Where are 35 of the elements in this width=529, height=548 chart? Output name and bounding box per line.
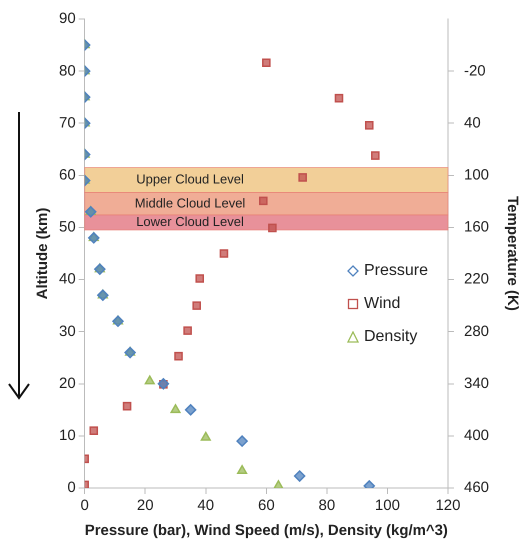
x-tick-label: 20 <box>136 497 154 514</box>
x-tick-label: 0 <box>80 497 89 514</box>
band-label: Lower Cloud Level <box>136 214 244 230</box>
legend-label: Wind <box>364 294 400 312</box>
x-tick-label: 100 <box>374 497 400 514</box>
x-tick-label: 40 <box>197 497 214 514</box>
y-tick-label: 80 <box>58 62 76 80</box>
y2-tick-label: 340 <box>464 374 490 392</box>
y2-tick-label: -20 <box>464 62 486 80</box>
y2-tick-label: 100 <box>464 166 490 184</box>
y-tick-label: 30 <box>58 322 76 340</box>
y2-tick-label: 160 <box>464 218 490 236</box>
y-tick-label: 20 <box>58 374 76 392</box>
y-tick-label: 50 <box>58 218 76 236</box>
y2-axis-title: Temperature (K) <box>504 196 521 311</box>
y2-tick-label: 400 <box>464 427 490 444</box>
x-tick-label: 80 <box>318 497 336 514</box>
y2-tick-label: 220 <box>464 270 490 288</box>
y-tick-label: 70 <box>58 114 76 132</box>
y-tick-label: 60 <box>58 166 76 184</box>
x-tick-label: 120 <box>435 497 460 514</box>
y-tick-label: 0 <box>67 479 76 496</box>
y-axis-title: Altitude (km) <box>34 208 52 300</box>
y2-tick-label: 40 <box>464 114 481 132</box>
y2-tick-label: 280 <box>464 322 490 340</box>
band-label: Middle Cloud Level <box>134 195 246 210</box>
y-tick-label: 10 <box>58 427 76 444</box>
y2-tick-label: 460 <box>464 479 490 496</box>
y-tick-label: 90 <box>58 10 76 28</box>
x-axis-title: Pressure (bar), Wind Speed (m/s), Density (kg/m^3) <box>84 522 448 540</box>
y-tick-label: 40 <box>58 270 76 288</box>
legend-label: Pressure <box>364 262 428 280</box>
band-label: Upper Cloud Level <box>136 172 244 187</box>
legend-label: Density <box>364 328 418 346</box>
x-tick-label: 60 <box>258 497 275 514</box>
